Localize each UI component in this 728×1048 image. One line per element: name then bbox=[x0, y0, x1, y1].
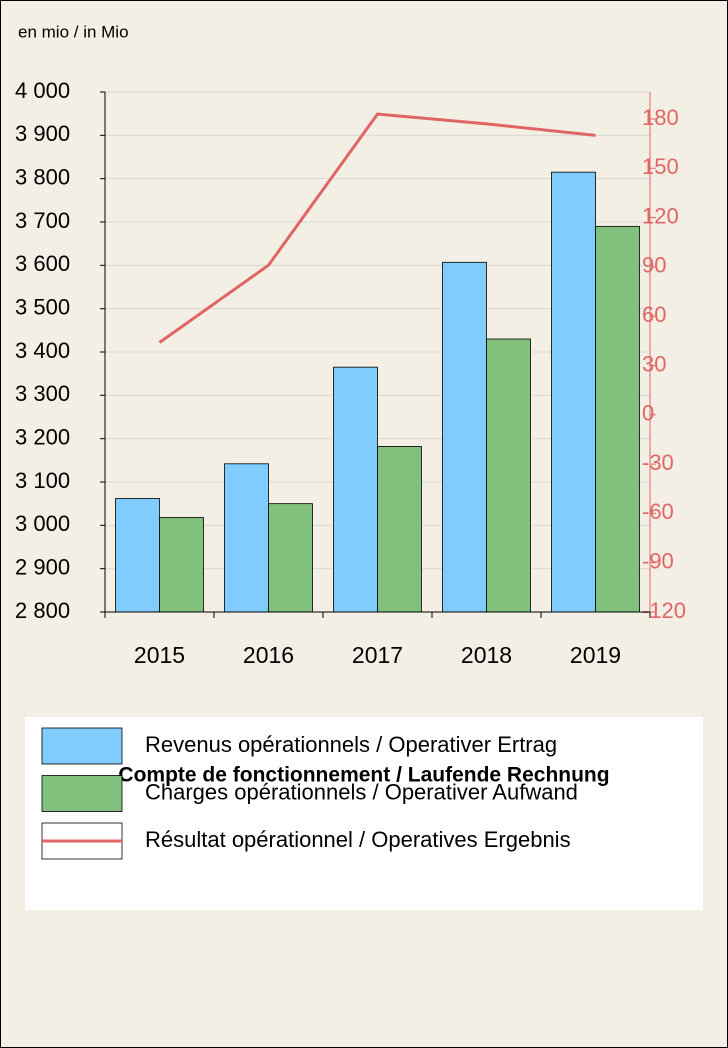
legend-label: Charges opérationnels / Operativer Aufwa… bbox=[145, 779, 578, 804]
y-tick-label: 3 100 bbox=[15, 468, 70, 493]
y-tick-label: 3 900 bbox=[15, 121, 70, 146]
x-tick-label: 2015 bbox=[134, 642, 185, 668]
y2-tick-label: 60 bbox=[642, 302, 666, 327]
y-tick-label: 3 200 bbox=[15, 424, 70, 449]
y-tick-label: 2 900 bbox=[15, 554, 70, 579]
bar bbox=[224, 463, 269, 613]
y2-tick-label: 0 bbox=[642, 401, 654, 426]
bar bbox=[115, 498, 160, 613]
y2-tick-label: 30 bbox=[642, 351, 666, 376]
bar bbox=[486, 338, 531, 613]
y2-tick-label: -90 bbox=[642, 549, 674, 574]
x-tick-label: 2018 bbox=[461, 642, 512, 668]
bar bbox=[268, 503, 313, 613]
y2-tick-label: 120 bbox=[642, 203, 679, 228]
legend-swatch bbox=[41, 775, 123, 812]
bar bbox=[595, 225, 640, 613]
y2-tick-label: 150 bbox=[642, 154, 679, 179]
bar bbox=[377, 446, 422, 613]
y-tick-label: 3 800 bbox=[15, 164, 70, 189]
bar bbox=[333, 366, 378, 613]
y2-tick-label: -30 bbox=[642, 450, 674, 475]
y-tick-label: 3 400 bbox=[15, 338, 70, 363]
x-tick-label: 2017 bbox=[352, 642, 403, 668]
y2-tick-label: 180 bbox=[642, 105, 679, 130]
y-tick-label: 4 000 bbox=[15, 78, 70, 103]
legend-box bbox=[25, 717, 703, 910]
bar bbox=[442, 261, 487, 613]
y-tick-label: 3 000 bbox=[15, 511, 70, 536]
y-tick-label: 3 700 bbox=[15, 208, 70, 233]
chart-title: Compte de fonctionnement / Laufende Rech… bbox=[118, 764, 609, 787]
legend-label: Revenus opérationnels / Operativer Ertra… bbox=[145, 732, 557, 757]
y2-tick-label: -120 bbox=[642, 598, 686, 623]
x-tick-label: 2019 bbox=[570, 642, 621, 668]
y-tick-label: 3 500 bbox=[15, 294, 70, 319]
y-tick-label: 3 600 bbox=[15, 251, 70, 276]
y-tick-label: 2 800 bbox=[15, 598, 70, 623]
legend-swatch bbox=[41, 727, 123, 765]
unit-label: en mio / in Mio bbox=[18, 22, 129, 41]
legend-label: Résultat opérationnel / Operatives Ergeb… bbox=[145, 827, 571, 852]
bar bbox=[159, 517, 204, 613]
y2-tick-label: -60 bbox=[642, 499, 674, 524]
line bbox=[158, 112, 596, 344]
y2-tick-label: 90 bbox=[642, 253, 666, 278]
y-tick-label: 3 300 bbox=[15, 381, 70, 406]
bar bbox=[551, 171, 596, 613]
x-tick-label: 2016 bbox=[243, 642, 294, 668]
